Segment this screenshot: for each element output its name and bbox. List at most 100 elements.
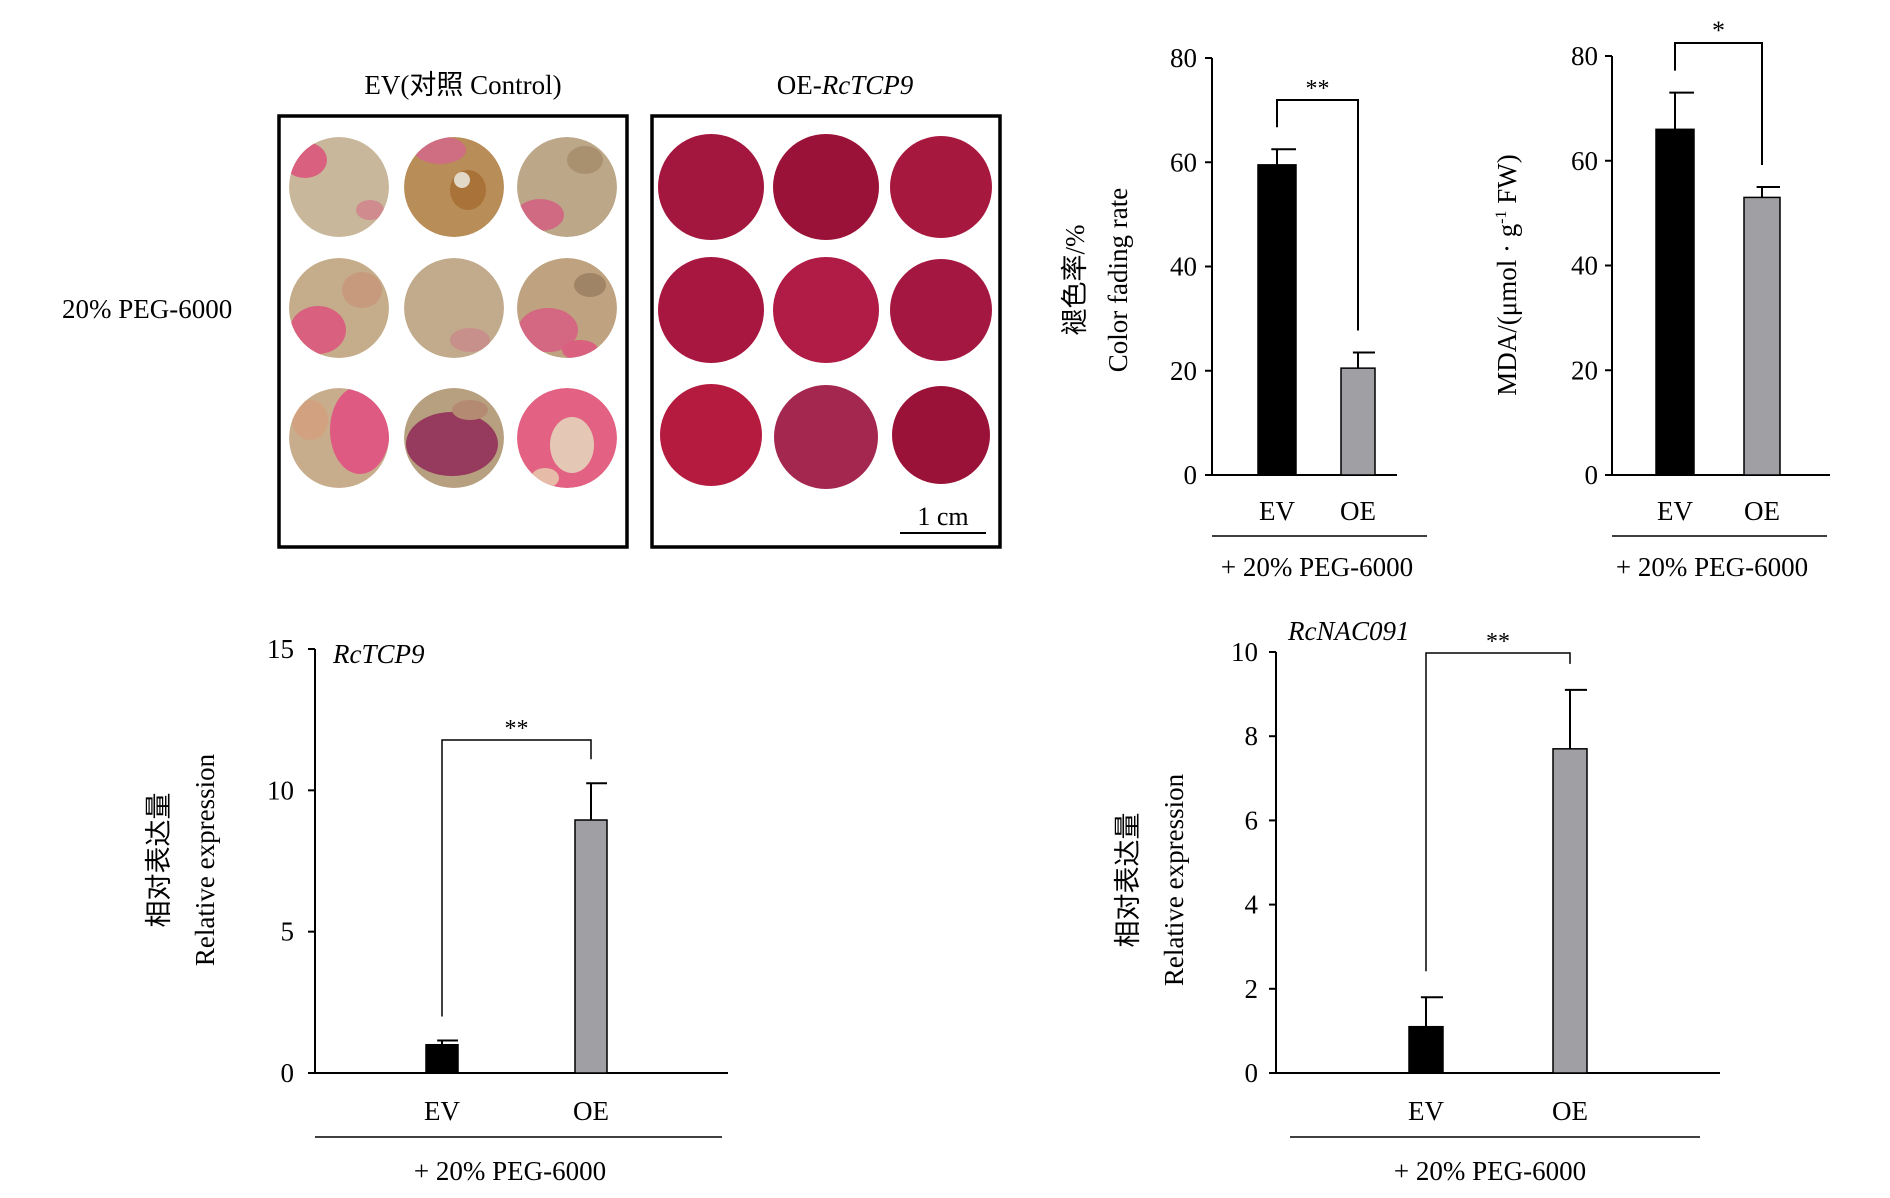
chart4-xtick-oe: OE bbox=[1552, 1096, 1588, 1126]
ev-leaf-disc bbox=[289, 137, 389, 237]
oe-leaf-disc bbox=[890, 136, 992, 238]
chart2-group-label: + 20% PEG-6000 bbox=[1616, 552, 1808, 582]
chart3-error-bars bbox=[437, 782, 607, 1045]
chart4-error-oe bbox=[1564, 688, 1587, 749]
chart3-ylabel-en: Relative expression bbox=[190, 753, 220, 966]
chart2-y-ticks: 0 20 40 60 80 bbox=[1571, 41, 1612, 490]
chart1-significance-mark: ** bbox=[1306, 76, 1330, 102]
chart1-bar-oe bbox=[1340, 367, 1376, 476]
oe-leaf-disc bbox=[773, 134, 879, 240]
y-tick-label: 6 bbox=[1245, 805, 1259, 835]
y-tick-label: 0 bbox=[1245, 1058, 1259, 1088]
chart1-bar-ev bbox=[1257, 164, 1297, 476]
chart1-xtick-ev: EV bbox=[1259, 496, 1295, 526]
chart2-bars bbox=[1655, 128, 1781, 476]
chart3-y-ticks: 0 5 10 15 bbox=[267, 634, 315, 1088]
y-tick-label: 60 bbox=[1170, 147, 1197, 177]
oe-leaf-disc bbox=[658, 257, 764, 363]
oe-leaf-disc bbox=[890, 259, 992, 361]
chart2-error-oe bbox=[1756, 185, 1780, 198]
chart1-y-ticks: 0 20 40 60 80 bbox=[1170, 43, 1212, 490]
y-tick-label: 5 bbox=[281, 917, 295, 947]
chart3-bar-ev bbox=[425, 1043, 459, 1074]
oe-leaf-discs bbox=[658, 134, 992, 489]
chart4-bar-ev bbox=[1408, 1025, 1444, 1074]
chart4-significance-bracket bbox=[1425, 652, 1571, 972]
ev-leaf-discs bbox=[289, 137, 617, 488]
oe-title-gene: RcTCP9 bbox=[821, 70, 914, 100]
chart4-title: RcNAC091 bbox=[1287, 616, 1410, 646]
chart-rctcp9-expression: RcTCP9 相对表达量 Relative expression 051015 … bbox=[144, 634, 728, 1186]
chart2-bar-ev bbox=[1655, 128, 1695, 476]
y-tick-label: 0 bbox=[281, 1058, 295, 1088]
chart4-y-ticks: 0 2 4 6 8 10 bbox=[1231, 637, 1276, 1088]
y-tick-label: 10 bbox=[1231, 637, 1258, 667]
chart1-significance-bracket bbox=[1276, 99, 1359, 331]
y-tick-label: 4 bbox=[1245, 890, 1259, 920]
y-tick-label: 2 bbox=[1245, 974, 1259, 1004]
oe-leaf-disc bbox=[774, 385, 878, 489]
ev-leaf-disc bbox=[289, 258, 389, 358]
oe-leaf-disc bbox=[773, 257, 879, 363]
y-tick-label: 20 bbox=[1571, 355, 1598, 385]
y-tick-label: 60 bbox=[1571, 146, 1598, 176]
chart4-ylabel-en: Relative expression bbox=[1159, 773, 1189, 986]
chart-mda: MDA/(μmol · g-1 FW) 0 20 40 60 80 * EV OE + … bbox=[1492, 16, 1830, 582]
chart3-bar-oe bbox=[574, 819, 608, 1074]
y-tick-label: 0 bbox=[1585, 460, 1599, 490]
chart4-bars bbox=[1408, 748, 1588, 1074]
ev-leaf-disc bbox=[404, 388, 504, 488]
y-tick-label: 40 bbox=[1571, 251, 1598, 281]
chart2-error-ev bbox=[1669, 91, 1694, 130]
chart2-xtick-ev: EV bbox=[1657, 496, 1693, 526]
oe-leaf-disc bbox=[658, 134, 764, 240]
chart1-error-bars bbox=[1271, 148, 1375, 369]
chart4-bar-oe bbox=[1552, 748, 1588, 1074]
chart3-bars bbox=[425, 819, 608, 1074]
chart2-bar-oe bbox=[1743, 196, 1781, 476]
ev-leaf-disc bbox=[517, 388, 617, 488]
chart-rcnac091-expression: RcNAC091 相对表达量 Relative expression 0 2 4 6 8… bbox=[1113, 616, 1720, 1186]
chart4-xtick-ev: EV bbox=[1408, 1096, 1444, 1126]
chart1-group-label: + 20% PEG-6000 bbox=[1221, 552, 1413, 582]
chart1-error-oe bbox=[1352, 351, 1375, 369]
oe-title-prefix: OE- bbox=[777, 70, 822, 100]
oe-leaf-disc bbox=[660, 384, 762, 486]
chart3-ylabel-cn: 相对表达量 bbox=[144, 793, 174, 928]
chart3-significance-bracket bbox=[441, 739, 592, 1017]
chart4-error-bars bbox=[1420, 688, 1587, 1027]
y-tick-label: 20 bbox=[1170, 356, 1197, 386]
ev-leaf-disc bbox=[404, 258, 504, 358]
oe-panel-title: OE-RcTCP9 bbox=[777, 70, 914, 100]
chart3-xtick-ev: EV bbox=[424, 1096, 460, 1126]
chart4-error-ev bbox=[1420, 996, 1443, 1027]
chart3-xtick-oe: OE bbox=[573, 1096, 609, 1126]
y-tick-label: 80 bbox=[1170, 43, 1197, 73]
y-tick-label: 0 bbox=[1184, 460, 1198, 490]
chart4-ylabel-cn: 相对表达量 bbox=[1113, 813, 1143, 948]
y-tick-label: 80 bbox=[1571, 41, 1598, 71]
chart3-error-ev bbox=[437, 1039, 458, 1045]
oe-leaf-disc bbox=[892, 386, 990, 484]
y-tick-label: 8 bbox=[1245, 721, 1259, 751]
chart4-group-label: + 20% PEG-6000 bbox=[1394, 1156, 1586, 1186]
chart1-error-ev bbox=[1271, 148, 1296, 165]
y-tick-label: 10 bbox=[267, 775, 294, 805]
chart3-group-label: + 20% PEG-6000 bbox=[414, 1156, 606, 1186]
chart2-ylabel: MDA/(μmol · g-1 FW) bbox=[1492, 154, 1522, 396]
chart4-significance-mark: ** bbox=[1486, 629, 1510, 655]
chart1-bars bbox=[1257, 164, 1376, 476]
treatment-label: 20% PEG-6000 bbox=[62, 294, 232, 324]
y-tick-label: 40 bbox=[1170, 252, 1197, 282]
chart1-ylabel-cn: 褪色率/% bbox=[1060, 225, 1090, 336]
chart3-error-oe bbox=[586, 782, 607, 821]
chart2-significance-mark: * bbox=[1712, 16, 1725, 45]
chart2-significance-bracket bbox=[1674, 42, 1763, 165]
ev-panel-title: EV(对照 Control) bbox=[364, 70, 561, 100]
ev-leaf-disc bbox=[404, 137, 504, 237]
chart3-title: RcTCP9 bbox=[332, 639, 425, 669]
photo-panel: EV(对照 Control) OE-RcTCP9 20% PEG-6000 bbox=[62, 70, 1002, 549]
